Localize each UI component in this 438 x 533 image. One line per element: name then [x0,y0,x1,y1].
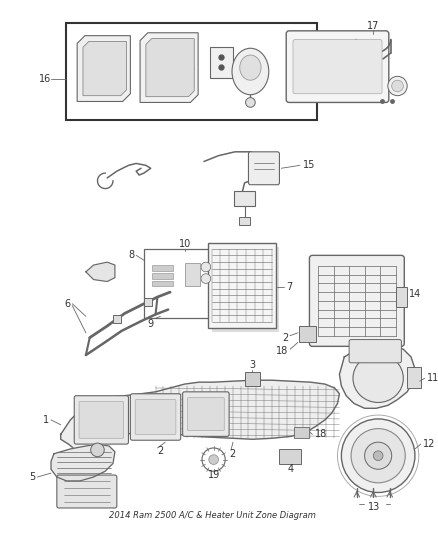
Bar [113,316,121,323]
Circle shape [209,455,219,464]
Bar [212,247,279,332]
Text: 13: 13 [368,502,381,512]
FancyBboxPatch shape [248,152,279,185]
Text: 16: 16 [39,74,52,84]
Text: 3: 3 [249,360,255,370]
Bar [279,449,301,464]
Ellipse shape [240,55,261,80]
Bar [184,263,200,286]
Text: 4: 4 [288,464,294,474]
Circle shape [341,419,415,492]
Circle shape [246,98,255,107]
Bar [152,273,173,279]
Text: 14: 14 [409,289,421,299]
Polygon shape [86,262,115,281]
Text: 2014 Ram 2500 A/C & Heater Unit Zone Diagram: 2014 Ram 2500 A/C & Heater Unit Zone Dia… [109,511,316,520]
Circle shape [351,429,405,483]
FancyBboxPatch shape [187,398,224,431]
Ellipse shape [353,354,403,402]
FancyBboxPatch shape [309,255,404,346]
Text: 6: 6 [64,299,71,309]
FancyBboxPatch shape [74,395,128,444]
Circle shape [201,274,211,284]
Bar [210,47,233,78]
Bar [239,216,251,225]
Circle shape [202,448,225,471]
Bar [144,298,152,306]
Text: 15: 15 [303,160,315,171]
Text: 11: 11 [427,373,438,383]
Circle shape [392,80,403,92]
Bar [152,280,173,286]
Circle shape [201,262,211,272]
Polygon shape [83,42,127,96]
Polygon shape [61,380,339,456]
Text: 9: 9 [148,319,154,329]
Text: 12: 12 [423,439,435,449]
FancyBboxPatch shape [135,400,176,434]
Polygon shape [339,345,415,408]
Text: 1: 1 [43,415,49,425]
Circle shape [388,76,407,96]
Text: 5: 5 [29,472,35,482]
Text: 2: 2 [229,449,235,459]
FancyBboxPatch shape [293,39,382,94]
FancyBboxPatch shape [349,340,401,363]
Bar [66,23,317,120]
FancyBboxPatch shape [286,31,389,102]
Circle shape [364,442,392,469]
Bar [244,372,260,386]
Text: 19: 19 [208,470,220,480]
Text: 8: 8 [128,251,134,260]
FancyBboxPatch shape [183,392,229,437]
Text: 2: 2 [158,446,164,456]
Ellipse shape [232,49,269,95]
Bar [234,190,255,206]
Circle shape [373,451,383,461]
Bar [396,287,407,306]
Bar [407,367,421,388]
FancyBboxPatch shape [131,394,181,440]
Bar [294,427,309,438]
FancyBboxPatch shape [57,475,117,508]
Bar [299,326,316,342]
Circle shape [91,443,104,457]
Bar [208,243,276,328]
Text: 18: 18 [276,346,288,356]
FancyBboxPatch shape [79,401,124,438]
Polygon shape [77,36,131,101]
Text: 2: 2 [282,333,288,343]
Polygon shape [140,33,198,102]
Bar [144,248,225,318]
Polygon shape [51,444,115,481]
Text: 7: 7 [286,282,293,292]
Polygon shape [146,38,194,96]
Bar [152,265,173,271]
Text: 18: 18 [315,430,328,439]
Text: 17: 17 [367,21,379,31]
Text: 10: 10 [178,239,191,249]
